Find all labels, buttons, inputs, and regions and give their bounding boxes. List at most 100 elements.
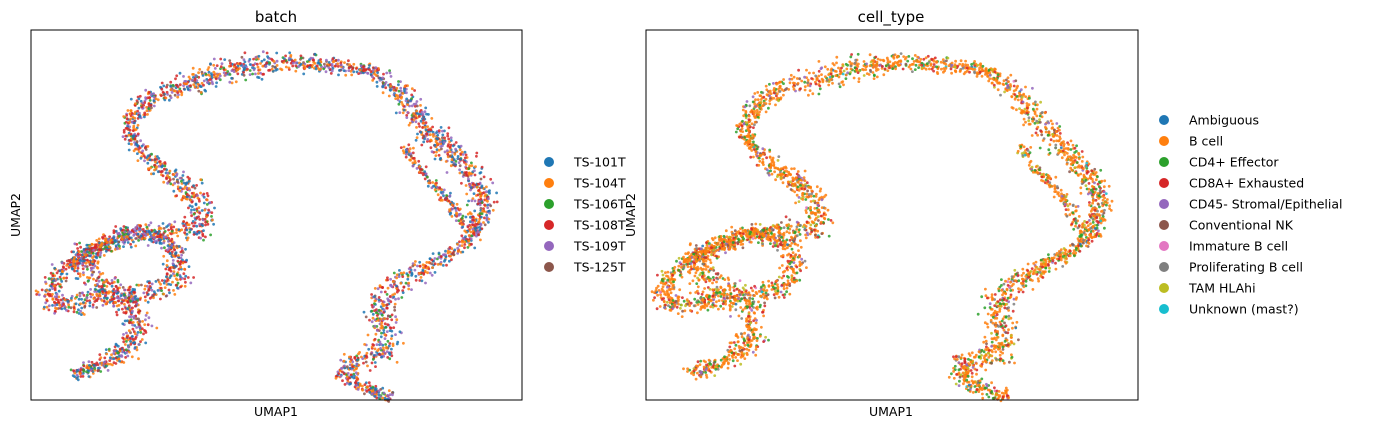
scatter-point xyxy=(731,359,735,363)
scatter-point xyxy=(491,208,495,212)
scatter-point xyxy=(658,305,662,308)
scatter-point xyxy=(1039,100,1042,104)
scatter-point xyxy=(70,296,73,300)
scatter-point xyxy=(416,132,419,136)
scatter-point xyxy=(422,115,426,119)
scatter-point xyxy=(392,271,396,275)
scatter-point xyxy=(103,234,107,238)
scatter-point xyxy=(50,282,54,286)
scatter-point xyxy=(472,192,476,196)
scatter-point xyxy=(195,224,199,228)
scatter-point xyxy=(137,323,141,326)
scatter-point xyxy=(144,331,148,334)
scatter-point xyxy=(178,189,182,193)
scatter-point xyxy=(128,285,132,289)
scatter-point xyxy=(417,159,421,163)
scatter-point xyxy=(419,97,423,101)
scatter-point xyxy=(468,164,472,168)
scatter-point xyxy=(319,58,322,61)
scatter-point xyxy=(369,73,373,76)
scatter-point xyxy=(371,385,375,389)
scatter-point xyxy=(352,62,356,66)
scatter-point xyxy=(186,197,189,201)
scatter-point xyxy=(459,144,463,148)
scatter-point xyxy=(172,272,175,275)
scatter-point xyxy=(348,366,352,370)
scatter-point xyxy=(394,111,398,115)
scatter-point xyxy=(152,236,156,240)
scatter-point xyxy=(215,81,219,85)
scatter-point xyxy=(137,283,141,287)
scatter-point xyxy=(143,287,147,291)
scatter-point xyxy=(485,218,489,222)
scatter-point xyxy=(187,179,191,183)
scatter-point xyxy=(112,231,116,235)
scatter-point xyxy=(478,171,482,175)
scatter-point xyxy=(443,258,447,262)
scatter-point xyxy=(786,279,790,283)
scatter-point xyxy=(230,76,234,80)
scatter-point xyxy=(753,92,757,95)
scatter-point xyxy=(128,336,132,340)
scatter-point xyxy=(829,219,833,222)
scatter-point xyxy=(71,374,75,377)
scatter-point xyxy=(176,85,180,89)
scatter-point xyxy=(482,221,485,224)
scatter-point xyxy=(467,167,471,171)
scatter-point xyxy=(1068,170,1071,174)
scatter-point xyxy=(374,365,377,368)
scatter-point xyxy=(173,169,177,173)
scatter-point xyxy=(757,300,760,304)
scatter-point xyxy=(418,272,421,275)
scatter-point xyxy=(1047,270,1051,273)
scatter-point xyxy=(152,172,156,176)
scatter-point xyxy=(430,258,434,262)
scatter-point xyxy=(124,134,128,138)
scatter-point xyxy=(181,174,185,177)
scatter-point xyxy=(373,295,376,298)
scatter-point xyxy=(78,291,82,295)
scatter-point xyxy=(733,364,737,368)
scatter-point xyxy=(164,267,168,271)
scatter-point xyxy=(732,289,736,292)
scatter-point xyxy=(200,209,204,212)
scatter-point xyxy=(116,247,119,251)
scatter-point xyxy=(161,164,165,168)
scatter-point xyxy=(745,100,749,103)
scatter-point xyxy=(458,207,462,211)
scatter-point xyxy=(284,65,288,69)
scatter-point xyxy=(96,254,100,257)
scatter-point xyxy=(104,348,108,351)
scatter-point xyxy=(418,165,422,168)
scatter-point xyxy=(398,111,402,114)
scatter-point xyxy=(386,286,390,290)
scatter-point xyxy=(777,295,781,299)
scatter-point xyxy=(80,250,83,253)
scatter-point xyxy=(205,198,209,202)
scatter-point xyxy=(1101,195,1104,198)
scatter-point xyxy=(454,163,457,166)
scatter-point xyxy=(427,181,431,185)
scatter-point xyxy=(797,200,801,204)
scatter-point xyxy=(980,295,984,299)
scatter-point xyxy=(96,266,100,270)
scatter-point xyxy=(356,356,360,360)
scatter-point xyxy=(773,296,777,300)
scatter-point xyxy=(169,96,173,100)
scatter-point xyxy=(339,374,343,378)
scatter-point xyxy=(1055,139,1058,143)
scatter-point xyxy=(776,248,779,252)
scatter-point xyxy=(397,102,401,106)
scatter-point xyxy=(463,156,467,160)
scatter-point xyxy=(88,263,92,267)
scatter-point xyxy=(1014,79,1018,83)
scatter-point xyxy=(163,286,167,289)
scatter-point xyxy=(167,228,171,232)
scatter-point xyxy=(960,362,964,365)
scatter-point xyxy=(442,141,446,144)
scatter-point xyxy=(213,206,216,210)
scatter-point xyxy=(47,277,51,281)
scatter-point xyxy=(365,354,368,358)
scatter-point xyxy=(438,186,442,190)
scatter-point xyxy=(772,96,776,100)
